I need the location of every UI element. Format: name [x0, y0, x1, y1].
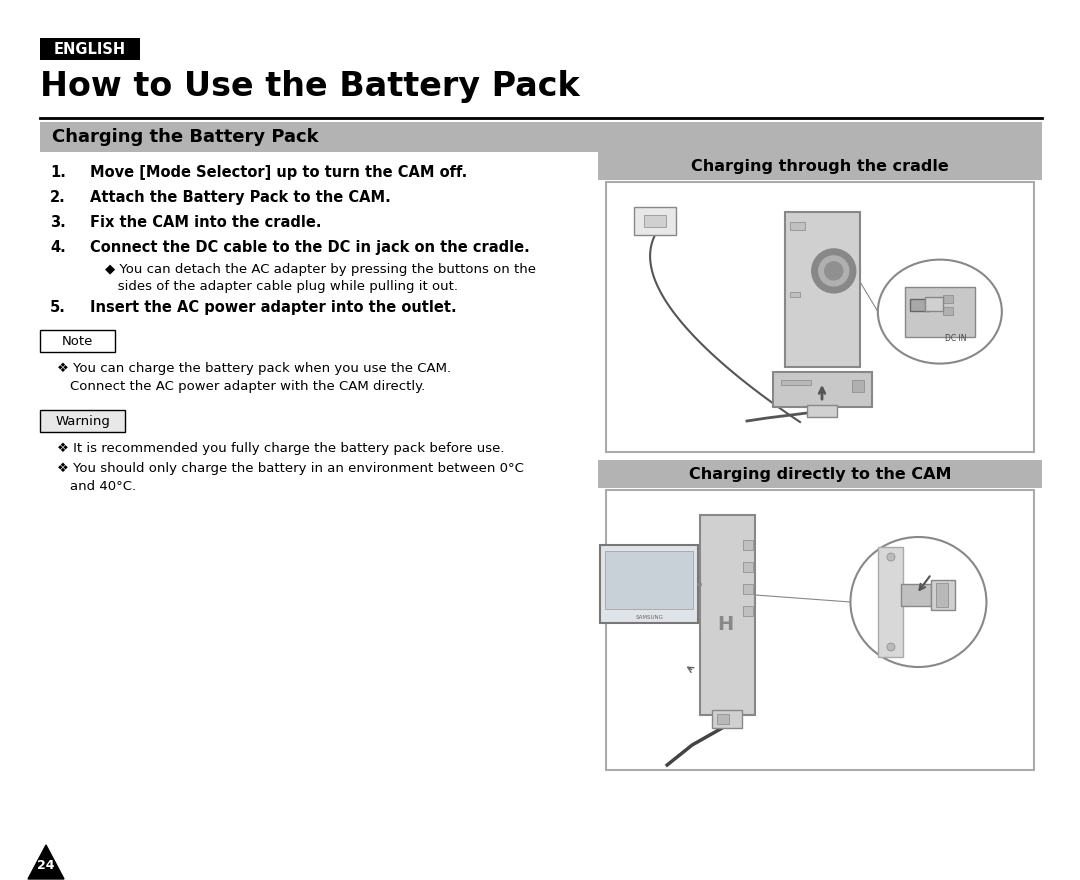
Ellipse shape — [878, 260, 1002, 363]
Bar — [852, 380, 864, 392]
Bar — [40, 330, 114, 352]
Bar — [700, 515, 755, 715]
Text: 1.: 1. — [50, 165, 66, 180]
Bar — [743, 584, 753, 594]
Text: Fix the CAM into the cradle.: Fix the CAM into the cradle. — [90, 215, 322, 230]
Bar — [785, 212, 860, 367]
Circle shape — [887, 643, 895, 651]
Bar — [781, 380, 811, 385]
Bar — [600, 545, 698, 623]
Text: ◆ You can detach the AC adapter by pressing the buttons on the: ◆ You can detach the AC adapter by press… — [105, 263, 536, 276]
Polygon shape — [28, 845, 64, 879]
Bar — [606, 490, 1034, 770]
Ellipse shape — [850, 537, 986, 667]
Circle shape — [812, 249, 855, 293]
Bar — [743, 606, 753, 616]
Circle shape — [825, 262, 842, 280]
Bar — [931, 580, 956, 610]
Circle shape — [887, 553, 895, 561]
Bar — [712, 710, 742, 728]
Text: Charging the Battery Pack: Charging the Battery Pack — [52, 128, 319, 146]
Text: Insert the AC power adapter into the outlet.: Insert the AC power adapter into the out… — [90, 300, 457, 315]
Text: 5.: 5. — [50, 300, 66, 315]
Bar — [807, 405, 837, 417]
Text: 4.: 4. — [50, 240, 66, 255]
Text: Charging directly to the CAM: Charging directly to the CAM — [689, 466, 951, 481]
Bar — [943, 306, 953, 315]
Text: 3.: 3. — [50, 215, 66, 230]
Text: How to Use the Battery Pack: How to Use the Battery Pack — [40, 70, 580, 103]
Text: ❖ It is recommended you fully charge the battery pack before use.: ❖ It is recommended you fully charge the… — [57, 442, 504, 455]
Text: and 40°C.: and 40°C. — [70, 480, 136, 493]
Text: Move [Mode Selector] up to turn the CAM off.: Move [Mode Selector] up to turn the CAM … — [90, 165, 468, 180]
Bar — [924, 297, 943, 311]
Text: Note: Note — [62, 334, 93, 348]
Bar — [644, 215, 666, 227]
Text: ❖ You should only charge the battery in an environment between 0°C: ❖ You should only charge the battery in … — [57, 462, 524, 475]
Text: Connect the DC cable to the DC in jack on the cradle.: Connect the DC cable to the DC in jack o… — [90, 240, 530, 255]
Bar — [605, 551, 693, 609]
Text: DC IN: DC IN — [945, 334, 967, 342]
Text: ENGLISH: ENGLISH — [54, 41, 126, 56]
Bar — [773, 372, 872, 407]
Bar — [905, 287, 975, 337]
Text: Attach the Battery Pack to the CAM.: Attach the Battery Pack to the CAM. — [90, 190, 391, 205]
Text: 2.: 2. — [50, 190, 66, 205]
Circle shape — [819, 256, 849, 286]
Text: sides of the adapter cable plug while pulling it out.: sides of the adapter cable plug while pu… — [105, 280, 458, 293]
Bar — [634, 207, 676, 235]
Bar — [936, 583, 948, 607]
Bar — [598, 152, 1042, 180]
Bar — [789, 222, 805, 230]
Bar — [717, 714, 729, 724]
Bar — [902, 584, 931, 606]
Text: 24: 24 — [37, 859, 55, 871]
Text: ❖ You can charge the battery pack when you use the CAM.: ❖ You can charge the battery pack when y… — [57, 362, 451, 375]
Bar — [909, 298, 930, 311]
Bar — [606, 182, 1034, 452]
Text: Warning: Warning — [55, 414, 110, 428]
Bar — [878, 547, 904, 657]
Text: SAMSUNG: SAMSUNG — [635, 615, 663, 620]
Bar — [40, 38, 140, 60]
Text: Connect the AC power adapter with the CAM directly.: Connect the AC power adapter with the CA… — [70, 380, 426, 393]
Bar — [40, 410, 125, 432]
Bar — [789, 292, 800, 297]
Bar — [943, 295, 953, 303]
Text: Charging through the cradle: Charging through the cradle — [691, 158, 949, 173]
Bar — [598, 460, 1042, 488]
Bar — [40, 122, 1042, 152]
Bar — [743, 540, 753, 550]
Bar — [743, 562, 753, 572]
Text: H: H — [717, 615, 733, 634]
